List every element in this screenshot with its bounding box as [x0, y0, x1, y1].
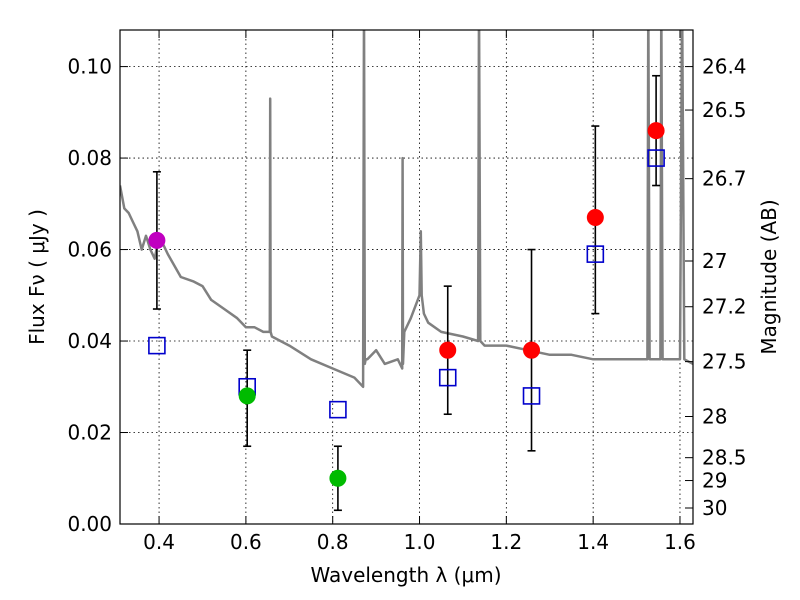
x-tick-label: 1.2 [490, 530, 522, 554]
right-axis-title: Magnitude (AB) [757, 199, 781, 354]
model-photometry-points [148, 149, 665, 419]
observed-flux-point [329, 469, 347, 487]
right-tick-label: 28 [702, 405, 727, 429]
model-spectrum-line [120, 30, 693, 389]
y-axis-ticks: 0.00 0.02 0.04 0.06 0.08 0.10 [67, 55, 128, 536]
observed-flux-point [647, 122, 665, 140]
observed-flux-points [148, 122, 665, 487]
x-tick-label: 0.8 [317, 530, 349, 554]
model-spectrum-group [120, 30, 693, 389]
observed-flux-point [523, 341, 541, 359]
observed-flux-point [148, 231, 166, 249]
x-axis-ticks: 0.4 0.6 0.8 1.0 1.2 1.4 1.6 [143, 30, 696, 554]
right-tick-label: 27.5 [702, 350, 747, 374]
right-axis-ticks: 26.4 26.5 26.7 27 27.2 27.5 28 28.529 30 [685, 55, 747, 520]
right-tick-label: 26.4 [702, 55, 747, 79]
error-bars [152, 74, 661, 512]
model-photometry-square [647, 149, 665, 167]
right-tick-label: 27.2 [702, 295, 747, 319]
y-axis-title: Flux Fν ( μJy ) [25, 209, 49, 345]
model-photometry-square [522, 387, 541, 405]
y-tick-label: 0.10 [67, 55, 112, 79]
model-photometry-square [148, 336, 166, 355]
right-tick-label: 26.5 [702, 98, 747, 122]
y-tick-label: 0.06 [67, 238, 112, 262]
right-tick-label: 29 [702, 469, 727, 493]
right-tick-label: 28.5 [702, 446, 747, 470]
y-tick-label: 0.00 [67, 512, 112, 536]
right-tick-label: 27 [702, 249, 727, 273]
right-tick-label: 30 [702, 496, 727, 520]
model-photometry-square [586, 245, 605, 263]
x-tick-label: 1.0 [404, 530, 436, 554]
plot-frame [119, 29, 694, 525]
observed-flux-point [439, 341, 457, 359]
x-tick-label: 1.4 [577, 530, 609, 554]
y-tick-label: 0.02 [67, 421, 112, 445]
observed-flux-point [586, 209, 604, 227]
grid-lines [120, 30, 693, 524]
x-tick-label: 1.6 [664, 530, 696, 554]
y-tick-label: 0.04 [67, 329, 112, 353]
x-tick-label: 0.6 [230, 530, 262, 554]
model-photometry-square [329, 400, 347, 419]
x-tick-label: 0.4 [143, 530, 175, 554]
observed-flux-point [238, 387, 256, 405]
right-tick-label: 26.7 [702, 167, 747, 191]
y-tick-label: 0.08 [67, 146, 112, 170]
model-photometry-square [438, 368, 457, 387]
x-axis-title: Wavelength λ (μm) [310, 563, 501, 587]
